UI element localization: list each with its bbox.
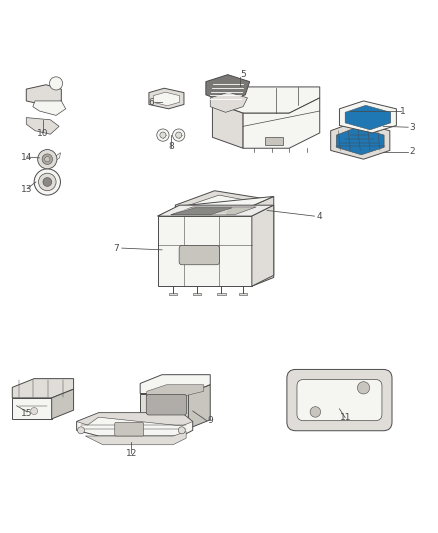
Circle shape	[31, 408, 38, 415]
Polygon shape	[158, 197, 274, 216]
Text: 1: 1	[400, 107, 406, 116]
Polygon shape	[147, 385, 204, 397]
Polygon shape	[339, 101, 396, 133]
Circle shape	[78, 427, 85, 434]
Polygon shape	[331, 122, 390, 159]
Circle shape	[43, 177, 52, 187]
Circle shape	[49, 77, 63, 90]
Polygon shape	[149, 88, 184, 109]
FancyBboxPatch shape	[146, 394, 187, 415]
Polygon shape	[252, 197, 274, 286]
Polygon shape	[184, 195, 261, 220]
Circle shape	[45, 157, 50, 162]
Text: 7: 7	[113, 244, 119, 253]
Polygon shape	[52, 389, 74, 419]
Polygon shape	[188, 385, 210, 429]
Polygon shape	[243, 98, 320, 148]
Polygon shape	[85, 432, 186, 445]
Polygon shape	[193, 293, 201, 295]
Polygon shape	[171, 208, 232, 215]
Polygon shape	[336, 127, 384, 155]
Circle shape	[357, 382, 370, 394]
Circle shape	[34, 169, 60, 195]
Circle shape	[310, 407, 321, 417]
Polygon shape	[26, 118, 59, 134]
Polygon shape	[345, 106, 391, 130]
Circle shape	[42, 154, 53, 165]
Polygon shape	[77, 413, 193, 436]
Circle shape	[160, 132, 166, 138]
Text: 9: 9	[207, 416, 213, 425]
Text: 10: 10	[37, 129, 49, 138]
Text: 3: 3	[409, 123, 415, 132]
FancyBboxPatch shape	[297, 379, 382, 421]
Polygon shape	[265, 138, 283, 145]
FancyBboxPatch shape	[179, 246, 219, 265]
Polygon shape	[140, 375, 210, 393]
Polygon shape	[212, 102, 243, 148]
Text: 6: 6	[148, 98, 154, 107]
Polygon shape	[158, 216, 252, 286]
Polygon shape	[55, 152, 60, 161]
Polygon shape	[212, 87, 320, 113]
Polygon shape	[171, 207, 256, 215]
Circle shape	[38, 150, 57, 169]
Text: 11: 11	[340, 413, 352, 422]
Polygon shape	[77, 413, 193, 426]
Polygon shape	[169, 293, 177, 295]
Circle shape	[173, 129, 185, 141]
Polygon shape	[252, 205, 274, 286]
Polygon shape	[175, 191, 269, 223]
Text: 2: 2	[409, 147, 414, 156]
Polygon shape	[12, 378, 74, 398]
Circle shape	[178, 427, 185, 434]
Polygon shape	[158, 205, 274, 216]
Text: 12: 12	[126, 449, 137, 458]
Polygon shape	[175, 205, 177, 219]
Circle shape	[157, 129, 169, 141]
Polygon shape	[12, 398, 52, 419]
Polygon shape	[140, 393, 188, 429]
Circle shape	[176, 132, 182, 138]
Polygon shape	[33, 101, 66, 115]
Polygon shape	[26, 85, 61, 106]
Text: 14: 14	[21, 152, 32, 161]
Text: 8: 8	[168, 142, 174, 151]
Polygon shape	[206, 75, 250, 102]
Polygon shape	[210, 92, 247, 112]
Text: 4: 4	[317, 212, 322, 221]
Text: 13: 13	[21, 185, 32, 195]
Text: 15: 15	[21, 409, 32, 418]
FancyBboxPatch shape	[287, 369, 392, 431]
Circle shape	[39, 173, 56, 191]
FancyBboxPatch shape	[115, 423, 144, 436]
Text: 5: 5	[240, 70, 246, 79]
Polygon shape	[217, 293, 226, 295]
Polygon shape	[153, 92, 180, 106]
Polygon shape	[239, 293, 247, 295]
